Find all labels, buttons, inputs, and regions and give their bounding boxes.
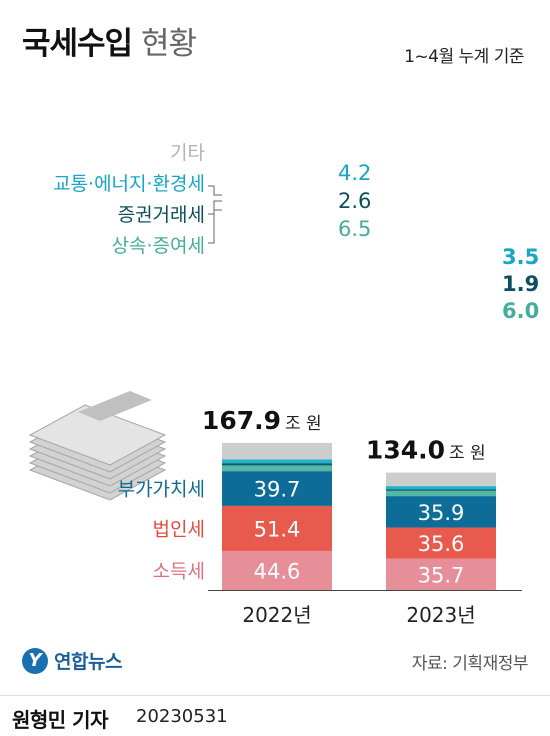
- footer-bar: 원형민 기자 20230531: [0, 695, 550, 736]
- bar-segment: [222, 505, 332, 551]
- bar-segment: [222, 550, 332, 590]
- basis-note: 1~4월 누계 기준: [404, 47, 524, 67]
- reporter: 원형민 기자: [12, 708, 108, 732]
- leader-line: [208, 209, 222, 244]
- banknote-layer: [28, 404, 167, 466]
- bar-segment: [386, 486, 496, 490]
- yonhap-logo-icon: Y: [22, 647, 48, 674]
- bar-segment: [386, 496, 496, 528]
- segment-value-label: 35.7: [418, 563, 465, 587]
- small-value-label: 2.6: [338, 189, 371, 213]
- bar-segment: [386, 489, 496, 491]
- bar-segment: [386, 527, 496, 559]
- small-value-label: 3.5: [502, 245, 539, 269]
- category-label: 2022년: [242, 603, 311, 627]
- publish-date: 20230531: [136, 706, 228, 727]
- total-unit-label: 조 원: [449, 444, 486, 464]
- bar-segment: [386, 472, 496, 487]
- bar-segment: [222, 463, 332, 466]
- segment-value-label: 35.9: [418, 501, 465, 525]
- bar-segment: [222, 459, 332, 464]
- title-sub: 현황: [140, 26, 197, 62]
- segment-value-label: 35.6: [418, 532, 465, 556]
- series-name-label: 부가가치세: [118, 479, 205, 501]
- series-name-label: 상속·증여세: [112, 235, 205, 257]
- bar-segment: [222, 465, 332, 472]
- bar-segment: [386, 490, 496, 497]
- money-stack-illustration: [28, 391, 167, 501]
- chart-title: 국세수입 현황: [22, 18, 197, 63]
- total-unit-label: 조 원: [285, 414, 322, 434]
- bar-segment: [222, 471, 332, 506]
- leader-line: [208, 200, 222, 215]
- small-value-label: 4.2: [338, 161, 371, 185]
- series-name-label: 소득세: [153, 560, 205, 582]
- segment-value-label: 51.4: [254, 517, 301, 541]
- yonhap-logo: Y 연합뉴스: [22, 647, 122, 674]
- total-value-label: 167.9: [202, 406, 281, 435]
- source-note: 자료: 기획재정부: [411, 654, 529, 674]
- leader-line: [208, 185, 222, 196]
- series-name-label: 기타: [170, 142, 205, 164]
- money-band: [78, 391, 152, 421]
- small-value-label: 6.0: [502, 299, 539, 323]
- series-name-label: 교통·에너지·환경세: [53, 173, 205, 195]
- segment-value-label: 44.6: [254, 559, 301, 583]
- logo-text: 연합뉴스: [54, 651, 122, 673]
- series-name-label: 법인세: [153, 518, 205, 540]
- bar-segment: [222, 442, 332, 460]
- segment-value-label: 39.7: [254, 478, 301, 502]
- small-value-label: 1.9: [502, 272, 539, 296]
- small-value-label: 6.5: [338, 217, 371, 241]
- category-label: 2023년: [406, 603, 475, 627]
- series-name-label: 증권거래세: [118, 204, 205, 226]
- bar-segment: [386, 558, 496, 590]
- title-main: 국세수입: [22, 26, 133, 62]
- total-value-label: 134.0: [366, 436, 445, 465]
